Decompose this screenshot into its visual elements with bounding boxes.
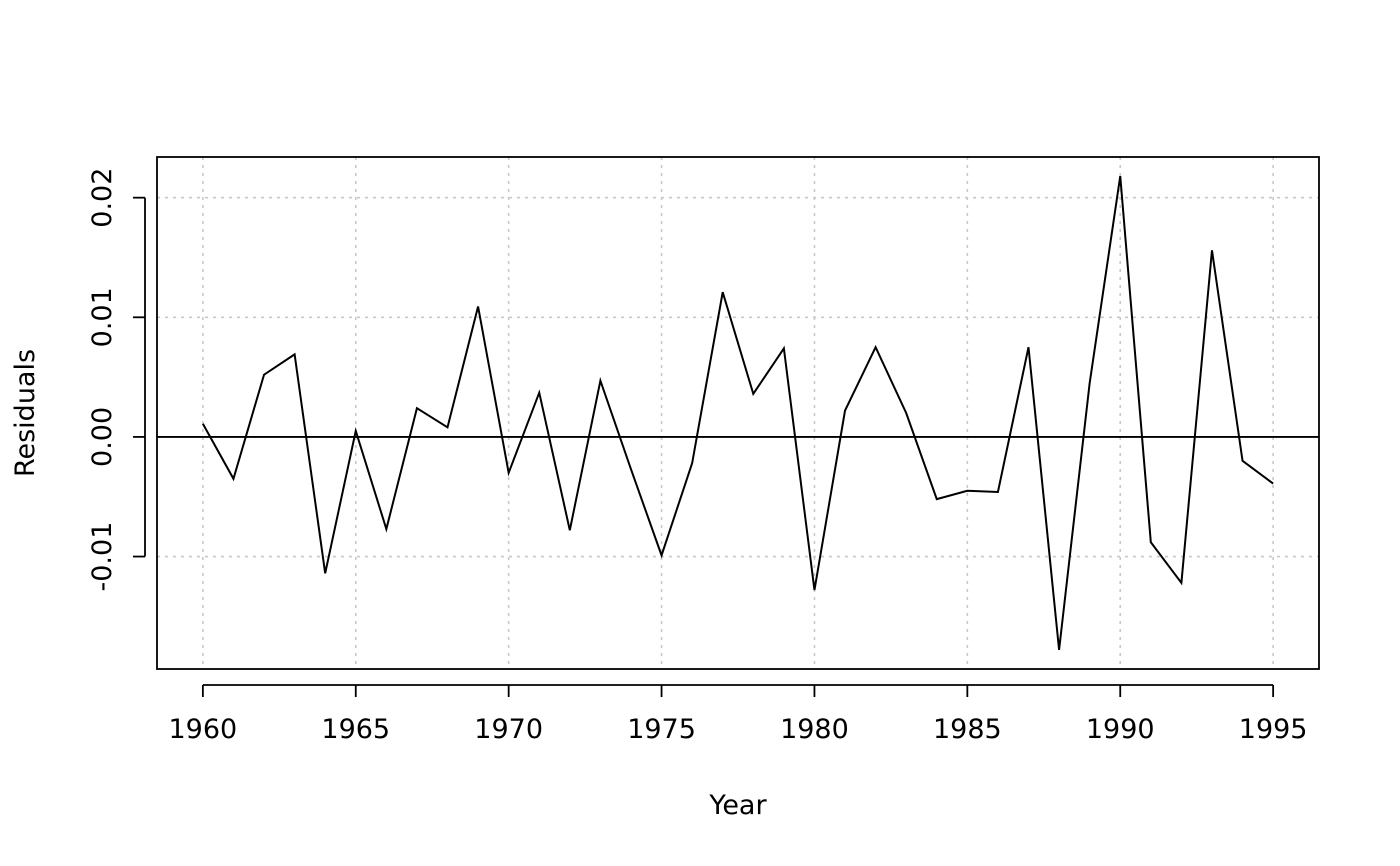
y-tick-label-0: -0.01 <box>87 522 118 592</box>
y-tick-label-1: 0.00 <box>87 407 118 467</box>
y-axis-title: Residuals <box>10 349 41 477</box>
x-tick-label-6: 1990 <box>1086 714 1155 745</box>
plot-area-border <box>156 156 1320 670</box>
x-tick-label-1: 1965 <box>321 714 390 745</box>
x-tick-label-5: 1985 <box>933 714 1002 745</box>
y-tick-label-3: 0.02 <box>87 168 118 228</box>
x-tick-label-4: 1980 <box>780 714 849 745</box>
x-tick-label-0: 1960 <box>169 714 238 745</box>
x-axis: 1960 1965 1970 1975 1980 1985 1990 1995 <box>169 684 1308 745</box>
x-tick-label-7: 1995 <box>1239 714 1308 745</box>
x-tick-label-3: 1975 <box>627 714 696 745</box>
residuals-series-line <box>201 175 1274 650</box>
grid-lines <box>157 157 1319 669</box>
y-axis: -0.01 0.00 0.01 0.02 <box>87 168 146 592</box>
x-axis-title: Year <box>708 790 767 821</box>
y-tick-label-2: 0.01 <box>87 287 118 347</box>
x-tick-label-2: 1970 <box>474 714 543 745</box>
